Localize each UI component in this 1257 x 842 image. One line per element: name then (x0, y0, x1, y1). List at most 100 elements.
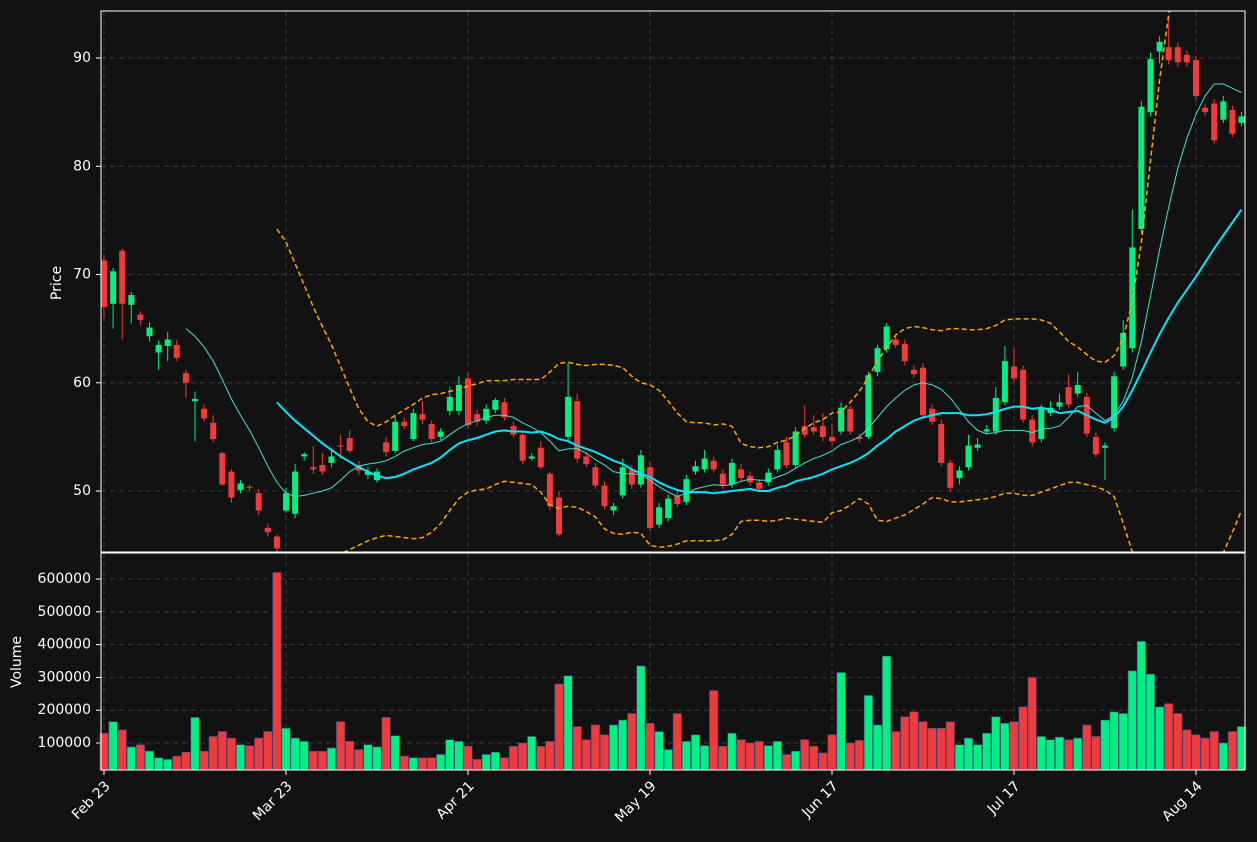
volume-bar (390, 735, 400, 771)
candle-body (656, 507, 663, 525)
candle-body (273, 536, 280, 549)
volume-bar (1164, 703, 1174, 771)
volume-bar (763, 745, 773, 771)
volume-bar (1127, 670, 1137, 771)
volume-bar (345, 741, 355, 771)
volume-bar (1182, 729, 1192, 771)
volume-bar (436, 754, 446, 771)
volume-bar (308, 750, 318, 771)
y-axis-label: Volume (9, 636, 25, 688)
candle-body (1220, 101, 1227, 120)
y-axis-label: Price (49, 266, 65, 300)
volume-bar (736, 739, 746, 771)
candle-body (483, 408, 490, 421)
volume-bar (1191, 734, 1201, 771)
volume-bar (108, 721, 118, 771)
candle-body (565, 396, 572, 437)
candle-body (255, 493, 262, 511)
candle-body (583, 456, 590, 464)
candle-body (337, 445, 344, 447)
volume-bar (1173, 713, 1183, 771)
candle-body (1202, 107, 1209, 113)
volume-bar (1073, 737, 1083, 771)
candle-body (219, 453, 226, 485)
volume-bar (399, 755, 409, 771)
candle-body (146, 327, 153, 337)
y-tick-label: 400000 (38, 637, 91, 653)
volume-bar (900, 716, 910, 771)
panel-frame (100, 10, 1246, 553)
volume-bar (1227, 731, 1237, 771)
volume-bar (745, 742, 755, 771)
candle-body (446, 396, 453, 411)
volume-bar (627, 713, 637, 771)
candle-body (574, 401, 581, 459)
volume-bar (326, 747, 336, 771)
candle-body (592, 467, 599, 486)
volume-bar (645, 723, 655, 771)
candle-body (410, 413, 417, 440)
candle-body (1229, 109, 1236, 134)
candle-body (1174, 47, 1181, 63)
candle-body (537, 447, 544, 468)
candle-body (528, 456, 535, 459)
volume-bar (818, 752, 828, 771)
candle-body (283, 493, 289, 511)
volume-bar (872, 724, 882, 771)
volume-bar (618, 719, 628, 771)
volume-bar (1218, 742, 1228, 771)
volume-bar (245, 745, 255, 771)
volume-bar (973, 744, 983, 771)
candle-body (164, 339, 171, 346)
candle-body (756, 482, 763, 489)
volume-bar (518, 742, 528, 771)
volume-bar (499, 757, 509, 771)
volume-bar (536, 745, 546, 771)
volume-bar (709, 690, 719, 771)
volume-bar (317, 750, 327, 771)
volume-bar (690, 734, 700, 771)
volume-bar (372, 746, 382, 771)
volume-bar (891, 731, 901, 771)
volume-bar (1109, 711, 1119, 771)
volume-bar (126, 746, 136, 771)
volume-bar (490, 751, 500, 771)
volume-bar (781, 754, 791, 771)
candle-body (1111, 376, 1118, 429)
volume-bar (563, 675, 573, 771)
volume-bar (1237, 726, 1247, 771)
volume-bar (718, 745, 728, 771)
candle-body (1138, 106, 1145, 230)
volume-bar (854, 740, 864, 771)
volume-bar (845, 742, 855, 771)
volume-bar (581, 739, 591, 771)
candle-body (847, 408, 854, 432)
candle-body (428, 423, 435, 440)
volume-bar (472, 759, 482, 771)
candle-body (974, 444, 981, 448)
volume-bar (381, 717, 391, 771)
volume-bar (809, 745, 819, 771)
candle-body (1092, 436, 1099, 455)
volume-bar (663, 749, 673, 771)
candle-body (346, 437, 353, 451)
candle-body (738, 469, 744, 479)
volume-bar (1055, 736, 1065, 771)
y-tick-label: 600000 (38, 571, 91, 587)
candle-body (228, 471, 235, 498)
candle-body (492, 400, 499, 410)
candle-body (173, 344, 180, 358)
candle-body (392, 421, 399, 451)
candle-body (246, 486, 253, 488)
candle-body (1029, 419, 1036, 443)
candle-body (437, 431, 444, 437)
candle-body (856, 436, 863, 440)
candle-body (519, 434, 526, 461)
y-tick-label: 300000 (38, 669, 91, 685)
candle-body (101, 260, 107, 307)
candle-body (383, 442, 390, 453)
volume-bar (208, 736, 218, 771)
volume-bar (1146, 673, 1156, 771)
volume-bar (909, 711, 919, 771)
